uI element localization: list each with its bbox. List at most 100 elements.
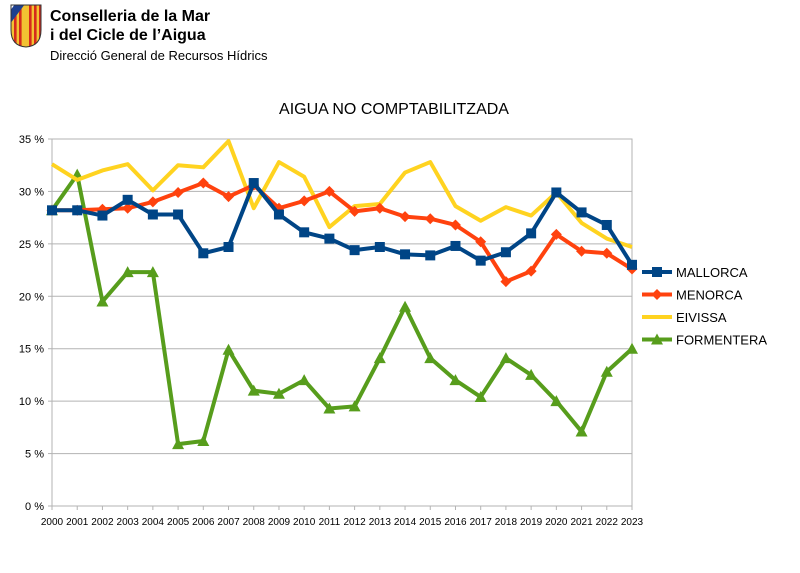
legend: MALLORCA MENORCA EIVISSA FORMENTERA [642, 265, 767, 348]
data-point-mallorca [627, 259, 637, 270]
data-point-formentera [575, 425, 588, 437]
x-tick-label: 2019 [520, 517, 543, 528]
data-point-mallorca [450, 240, 461, 251]
x-tick-label: 2007 [217, 517, 240, 528]
data-point-formentera [121, 266, 134, 278]
x-tick-label: 2020 [545, 517, 568, 528]
legend-marker-menorca [651, 289, 663, 300]
x-tick-label: 2023 [621, 517, 644, 528]
data-point-formentera [449, 374, 462, 386]
organization-name-line1: Conselleria de la Mar [50, 8, 211, 25]
data-point-menorca [550, 228, 562, 240]
data-point-menorca [323, 185, 335, 197]
legend-label-eivissa: EIVISSA [676, 310, 727, 325]
data-point-menorca [197, 177, 209, 189]
data-point-mallorca [576, 207, 587, 218]
plot-area-frame [51, 138, 633, 507]
data-point-formentera [197, 434, 210, 446]
data-point-formentera [96, 295, 109, 307]
data-point-formentera [348, 400, 361, 412]
x-tick-label: 2000 [41, 517, 64, 528]
legend-label-mallorca: MALLORCA [676, 265, 748, 280]
data-point-mallorca [223, 242, 234, 253]
data-point-menorca [298, 195, 310, 207]
series-line-menorca [52, 181, 634, 284]
x-tick-label: 2016 [444, 517, 467, 528]
series [46, 139, 638, 450]
data-point-mallorca [526, 228, 537, 239]
data-point-mallorca [425, 250, 436, 261]
data-point-menorca [223, 191, 235, 203]
data-point-formentera [298, 374, 311, 386]
x-tick-label: 2015 [419, 517, 442, 528]
y-tick-label: 5 % [25, 449, 44, 461]
data-point-mallorca [198, 248, 209, 259]
data-point-menorca [147, 196, 159, 208]
legend-marker-mallorca [652, 267, 662, 277]
data-point-menorca [601, 247, 613, 259]
data-point-formentera [323, 402, 336, 414]
x-tick-label: 2012 [343, 517, 366, 528]
x-tick-label: 2009 [268, 517, 291, 528]
data-point-mallorca [349, 245, 360, 256]
data-point-mallorca [97, 210, 108, 221]
data-point-mallorca [248, 178, 259, 189]
x-tick-label: 2001 [66, 517, 89, 528]
x-tick-label: 2010 [293, 517, 316, 528]
x-tick-label: 2004 [142, 517, 165, 528]
data-point-formentera [172, 438, 185, 450]
data-point-formentera [424, 352, 437, 364]
grid [51, 138, 633, 507]
data-point-formentera [600, 365, 613, 377]
y-tick-label: 30 % [19, 186, 44, 198]
data-point-mallorca [273, 209, 284, 220]
y-tick-label: 25 % [19, 239, 44, 251]
x-tick-label: 2008 [243, 517, 266, 528]
x-tick-label: 2011 [319, 517, 341, 528]
series-line-eivissa [50, 139, 633, 249]
legend-label-menorca: MENORCA [676, 288, 743, 303]
data-point-mallorca [122, 194, 133, 205]
data-point-menorca [399, 211, 411, 223]
data-point-mallorca [299, 227, 310, 238]
data-point-formentera [399, 300, 412, 312]
legend-label-formentera: FORMENTERA [676, 333, 767, 348]
data-point-mallorca [500, 247, 511, 258]
data-point-mallorca [601, 219, 612, 230]
data-point-mallorca [324, 233, 335, 244]
y-tick-label: 0 % [25, 501, 44, 513]
x-tick-label: 2021 [570, 517, 593, 528]
data-point-mallorca [400, 249, 411, 260]
data-point-mallorca [47, 205, 57, 216]
data-point-formentera [525, 368, 538, 380]
legend-marker-formentera [651, 333, 663, 345]
x-tick-label: 2005 [167, 517, 190, 528]
data-point-formentera [247, 384, 260, 396]
data-point-menorca [449, 219, 461, 231]
x-tick-label: 2003 [117, 517, 140, 528]
data-point-mallorca [173, 209, 184, 220]
x-tick-label: 2002 [91, 517, 114, 528]
x-tick-label: 2014 [394, 517, 417, 528]
data-point-menorca [525, 265, 537, 277]
data-point-mallorca [374, 242, 385, 253]
data-point-menorca [374, 202, 386, 214]
data-point-menorca [500, 276, 512, 288]
data-point-menorca [122, 202, 134, 214]
data-point-menorca [576, 245, 588, 257]
y-tick-label: 10 % [19, 396, 44, 408]
department-name: Direcció General de Recursos Hídrics [50, 48, 268, 63]
data-point-mallorca [147, 209, 158, 220]
y-tick-label: 15 % [19, 344, 44, 356]
data-point-formentera [222, 343, 235, 355]
data-point-menorca [424, 213, 436, 225]
y-tick-label: 20 % [19, 291, 44, 303]
organization-name-line2: i del Cicle de l’Aigua [50, 27, 206, 44]
x-tick-label: 2017 [470, 517, 493, 528]
x-tick-label: 2022 [596, 517, 619, 528]
data-point-formentera [146, 266, 159, 278]
data-point-formentera [373, 352, 386, 364]
data-point-formentera [499, 352, 512, 364]
data-point-menorca [349, 205, 361, 217]
